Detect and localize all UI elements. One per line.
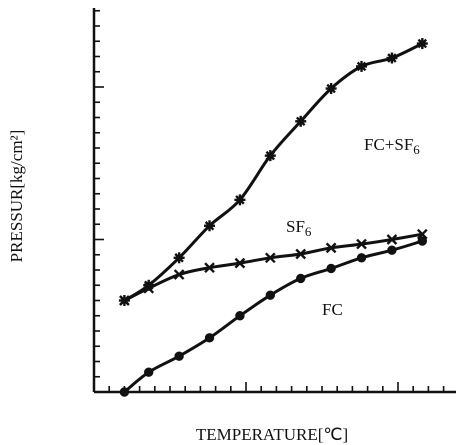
dot-marker [204,333,215,343]
star-marker [264,150,276,162]
y-axis-label: PRESSUR[kg/cm²] [7,130,26,263]
x-axis-label: TEMPERATURE[℃] [196,425,348,444]
x-marker [173,269,185,280]
star-marker [173,252,185,264]
star-marker [295,115,307,127]
star-marker [416,38,428,50]
series-label-subscript: 6 [305,224,312,239]
x-marker [143,282,155,294]
series-label: SF6 [286,217,312,239]
series-label-text: SF [286,217,305,236]
dot-marker [326,263,336,274]
series-label: FC [322,300,343,319]
star-marker [356,60,368,72]
series-label-text: FC [322,300,343,319]
x-marker [325,242,337,254]
x-marker [295,248,307,260]
dot-marker [356,253,367,263]
axes [92,8,456,394]
star-marker [204,220,216,232]
dot-marker [265,290,276,300]
series-line [122,239,424,394]
star-marker [386,52,398,64]
dot-marker [174,351,184,361]
dot-marker [119,387,130,397]
x-marker [264,252,276,264]
x-marker [119,295,130,306]
dot-marker [387,245,397,255]
series-label: FC+SF6 [364,135,420,157]
x-marker [356,238,367,250]
dot-marker [296,273,306,284]
ticks [93,9,445,393]
series-label-subscript: 6 [413,142,420,157]
series-markers [118,38,428,397]
dot-marker [417,236,428,246]
x-marker [204,262,215,274]
series-label-text: FC+SF [364,135,413,154]
series-curves [122,42,424,394]
x-marker [234,257,246,269]
x-marker [386,234,398,245]
x-marker [416,228,428,240]
star-marker [234,194,246,206]
dot-marker [144,367,154,377]
star-marker [325,83,337,95]
dot-marker [235,311,245,321]
